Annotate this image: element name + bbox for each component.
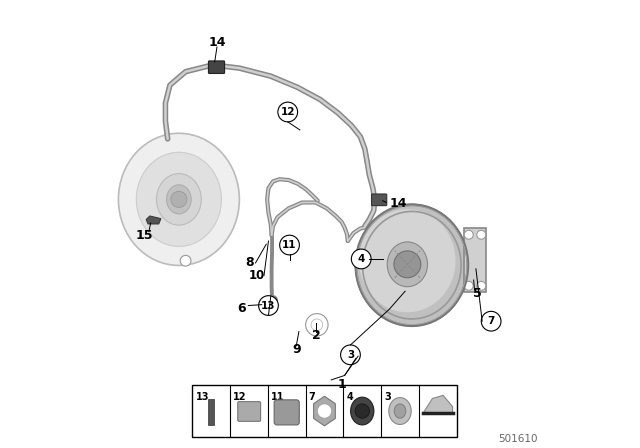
Text: 9: 9 bbox=[292, 343, 301, 356]
Text: 13: 13 bbox=[261, 301, 276, 310]
FancyBboxPatch shape bbox=[371, 194, 387, 206]
Text: 12: 12 bbox=[233, 392, 246, 402]
Text: 3: 3 bbox=[347, 350, 354, 360]
Circle shape bbox=[180, 255, 191, 266]
Text: 7: 7 bbox=[308, 392, 316, 402]
Polygon shape bbox=[423, 396, 452, 413]
Ellipse shape bbox=[351, 397, 374, 425]
Polygon shape bbox=[464, 228, 486, 292]
Circle shape bbox=[464, 281, 473, 290]
Circle shape bbox=[394, 251, 421, 278]
Text: 5: 5 bbox=[474, 287, 482, 300]
Ellipse shape bbox=[359, 209, 456, 312]
Ellipse shape bbox=[166, 185, 191, 214]
Text: 7: 7 bbox=[488, 316, 495, 326]
Ellipse shape bbox=[387, 242, 428, 287]
Circle shape bbox=[340, 345, 360, 365]
Circle shape bbox=[280, 235, 300, 255]
Circle shape bbox=[351, 249, 371, 269]
Ellipse shape bbox=[156, 173, 201, 225]
Circle shape bbox=[481, 311, 501, 331]
Text: 6: 6 bbox=[237, 302, 246, 315]
Text: 8: 8 bbox=[245, 256, 253, 270]
Circle shape bbox=[477, 230, 486, 239]
Bar bbox=[192, 385, 457, 437]
Circle shape bbox=[306, 314, 328, 336]
Text: 12: 12 bbox=[280, 107, 295, 117]
Text: 11: 11 bbox=[282, 240, 297, 250]
Text: 4: 4 bbox=[346, 392, 353, 402]
Text: 10: 10 bbox=[248, 269, 264, 282]
Circle shape bbox=[278, 102, 298, 122]
Text: 11: 11 bbox=[271, 392, 284, 402]
FancyBboxPatch shape bbox=[274, 400, 300, 425]
Polygon shape bbox=[314, 396, 335, 426]
Ellipse shape bbox=[118, 134, 239, 265]
Ellipse shape bbox=[136, 152, 221, 246]
Text: 4: 4 bbox=[358, 254, 365, 264]
Text: 14: 14 bbox=[208, 36, 226, 49]
Polygon shape bbox=[146, 216, 161, 224]
Ellipse shape bbox=[356, 205, 468, 326]
Circle shape bbox=[259, 296, 278, 315]
Text: 3: 3 bbox=[384, 392, 391, 402]
Text: 14: 14 bbox=[389, 197, 406, 211]
Circle shape bbox=[171, 191, 187, 207]
Text: 15: 15 bbox=[136, 228, 153, 242]
Ellipse shape bbox=[389, 398, 412, 425]
Circle shape bbox=[464, 230, 473, 239]
FancyBboxPatch shape bbox=[238, 402, 260, 421]
FancyBboxPatch shape bbox=[209, 61, 225, 73]
Text: 1: 1 bbox=[338, 378, 347, 391]
Text: 13: 13 bbox=[195, 392, 209, 402]
Circle shape bbox=[355, 404, 369, 418]
Text: 2: 2 bbox=[312, 328, 321, 342]
Circle shape bbox=[311, 319, 323, 331]
Text: 501610: 501610 bbox=[498, 434, 538, 444]
Circle shape bbox=[477, 281, 486, 290]
Circle shape bbox=[317, 404, 332, 418]
Bar bbox=[208, 400, 214, 426]
Ellipse shape bbox=[394, 404, 406, 418]
